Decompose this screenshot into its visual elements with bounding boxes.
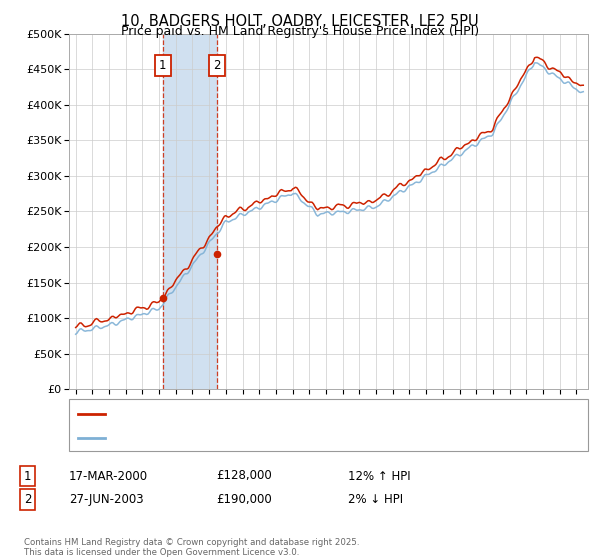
Text: 2: 2 [214, 59, 221, 72]
Text: 2: 2 [24, 493, 32, 506]
Text: 27-JUN-2003: 27-JUN-2003 [69, 493, 143, 506]
Bar [163, 34, 217, 389]
Text: 17-MAR-2000: 17-MAR-2000 [69, 469, 148, 483]
Text: £128,000: £128,000 [216, 469, 272, 483]
Text: 10, BADGERS HOLT, OADBY, LEICESTER, LE2 5PU (detached house): 10, BADGERS HOLT, OADBY, LEICESTER, LE2 … [112, 407, 508, 420]
Text: HPI: Average price, detached house, Oadby and Wigston: HPI: Average price, detached house, Oadb… [112, 431, 446, 445]
Text: 12% ↑ HPI: 12% ↑ HPI [348, 469, 410, 483]
Text: Price paid vs. HM Land Registry's House Price Index (HPI): Price paid vs. HM Land Registry's House … [121, 25, 479, 38]
Text: 10, BADGERS HOLT, OADBY, LEICESTER, LE2 5PU: 10, BADGERS HOLT, OADBY, LEICESTER, LE2 … [121, 14, 479, 29]
Text: 1: 1 [24, 469, 32, 483]
Text: 1: 1 [159, 59, 166, 72]
Text: 2% ↓ HPI: 2% ↓ HPI [348, 493, 403, 506]
Text: Contains HM Land Registry data © Crown copyright and database right 2025.
This d: Contains HM Land Registry data © Crown c… [24, 538, 359, 557]
Text: £190,000: £190,000 [216, 493, 272, 506]
